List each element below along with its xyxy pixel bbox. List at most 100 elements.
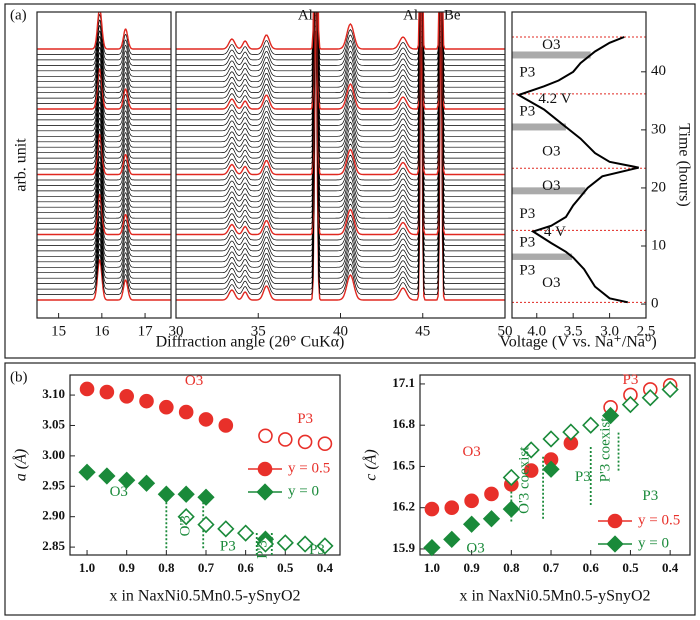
x-axis-label: Diffraction angle (2θ° CuKα) bbox=[156, 334, 345, 351]
x-tick-label: 35 bbox=[251, 323, 266, 339]
y-tick-label: 30 bbox=[651, 121, 666, 137]
coexistence-band bbox=[512, 123, 566, 131]
trace bbox=[37, 12, 505, 77]
trace bbox=[37, 12, 505, 186]
highlighted-trace bbox=[37, 30, 505, 301]
y-tick-label: 17.1 bbox=[392, 375, 415, 390]
trace bbox=[37, 12, 505, 203]
trace bbox=[37, 12, 505, 170]
legend-marker bbox=[607, 513, 623, 529]
trace bbox=[37, 12, 505, 181]
marker bbox=[137, 474, 156, 492]
x-tick-label: 2.5 bbox=[637, 323, 656, 339]
marker bbox=[79, 381, 95, 397]
trace bbox=[37, 12, 505, 115]
x-tick-label: 3.5 bbox=[564, 323, 583, 339]
phase-label: O3 bbox=[462, 444, 480, 460]
trace bbox=[37, 12, 505, 61]
x-tick-label: 16 bbox=[94, 323, 110, 339]
panel-b-frame bbox=[4, 362, 696, 616]
trace bbox=[37, 12, 505, 94]
trace bbox=[37, 12, 505, 230]
phase-label: P3 bbox=[297, 411, 313, 427]
panel-label: (a) bbox=[10, 7, 27, 23]
marker bbox=[217, 520, 235, 538]
x-tick-label: 40 bbox=[333, 323, 348, 339]
phase-label: 4 V bbox=[544, 224, 566, 240]
marker bbox=[178, 404, 194, 420]
plot-frame bbox=[69, 374, 341, 556]
y-tick-label: 2.90 bbox=[42, 508, 65, 523]
y-tick-label: 2.85 bbox=[42, 538, 65, 553]
plot-frame bbox=[419, 374, 691, 556]
trace bbox=[37, 12, 505, 148]
marker bbox=[443, 530, 461, 548]
y-tick-label: 3.10 bbox=[42, 386, 65, 401]
trace bbox=[37, 12, 505, 83]
x-tick-label: 15 bbox=[51, 323, 66, 339]
y-tick-label: 15.9 bbox=[392, 540, 415, 555]
marker bbox=[159, 399, 174, 415]
x-tick-label: 0.8 bbox=[503, 560, 520, 575]
legend-marker bbox=[257, 461, 273, 477]
marker bbox=[256, 535, 275, 553]
phase-label: O3 bbox=[542, 37, 560, 53]
marker bbox=[237, 524, 255, 542]
trace bbox=[37, 20, 505, 290]
y-tick-label: 10 bbox=[651, 237, 666, 253]
x-tick-label: 30 bbox=[169, 323, 184, 339]
marker bbox=[542, 460, 560, 478]
marker bbox=[276, 534, 294, 552]
trace bbox=[37, 12, 505, 268]
phase-label: P'3 bbox=[255, 540, 271, 559]
marker bbox=[139, 393, 154, 409]
trace bbox=[37, 12, 505, 252]
x-tick-label: 0.7 bbox=[198, 560, 215, 575]
phase-label: O3 bbox=[542, 275, 560, 291]
phase-label: P'3 coexist bbox=[597, 417, 613, 483]
trace bbox=[37, 12, 505, 126]
x-tick-label: 0.9 bbox=[463, 560, 480, 575]
trace bbox=[37, 12, 505, 224]
trace bbox=[37, 12, 505, 159]
x-tick-label: 3.0 bbox=[600, 323, 619, 339]
trace bbox=[37, 12, 505, 257]
phase-label: P3 bbox=[519, 206, 535, 222]
trace bbox=[37, 12, 505, 99]
marker bbox=[502, 468, 520, 487]
highlighted-trace bbox=[37, 12, 505, 176]
marker bbox=[296, 535, 314, 553]
y-tick-label: 16.5 bbox=[392, 457, 415, 472]
marker bbox=[197, 515, 215, 534]
trace bbox=[37, 12, 505, 279]
trace bbox=[37, 12, 505, 241]
panel-label: (b) bbox=[10, 369, 28, 385]
x-tick-label: 0.5 bbox=[277, 560, 294, 575]
phase-label: P3 bbox=[519, 64, 535, 80]
trace bbox=[37, 12, 505, 72]
phase-label: O3 bbox=[110, 484, 128, 500]
marker bbox=[98, 467, 116, 485]
x-tick-label: 4.0 bbox=[527, 323, 546, 339]
x-tick-label: 0.6 bbox=[238, 560, 255, 575]
phase-label: P3 bbox=[519, 262, 535, 278]
marker bbox=[177, 508, 195, 526]
x-tick-label: 0.7 bbox=[543, 560, 560, 575]
y-tick-label: 2.95 bbox=[42, 477, 65, 492]
y-axis-label: arb. unit bbox=[13, 138, 30, 192]
coexistence-band bbox=[512, 187, 586, 195]
x-tick-label: 0.9 bbox=[119, 560, 136, 575]
marker bbox=[297, 434, 313, 450]
trace bbox=[37, 14, 505, 284]
marker bbox=[423, 538, 441, 557]
x-tick-label: 45 bbox=[415, 323, 430, 339]
trace bbox=[37, 12, 505, 137]
marker bbox=[661, 380, 679, 399]
marker bbox=[99, 384, 115, 400]
legend-label: y = 0.5 bbox=[288, 460, 330, 476]
trace bbox=[37, 12, 505, 192]
x-tick-label: 0.8 bbox=[158, 560, 175, 575]
marker bbox=[502, 500, 520, 518]
phase-label: P3 bbox=[642, 488, 658, 504]
marker bbox=[78, 463, 96, 481]
